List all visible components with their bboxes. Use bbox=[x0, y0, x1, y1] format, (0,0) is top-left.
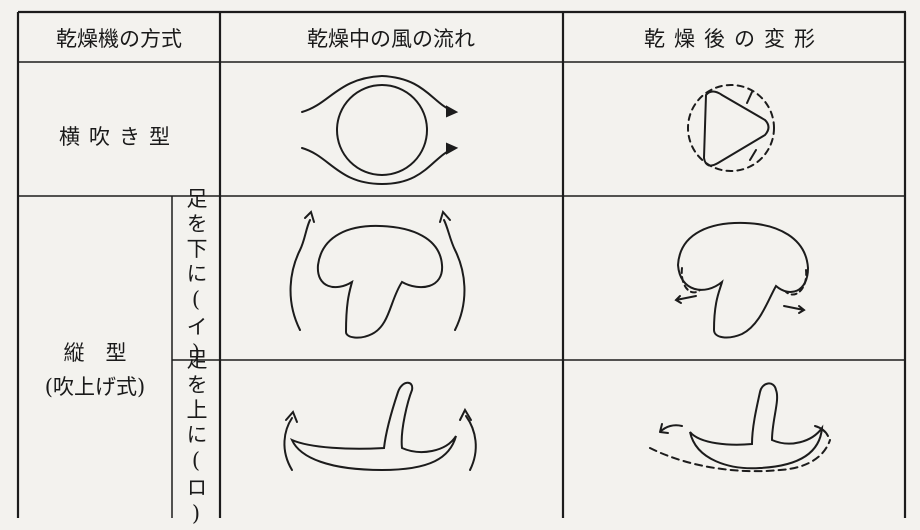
variant-label: 足を上に(ロ) bbox=[184, 348, 208, 530]
page: 乾燥機の方式 乾燥中の風の流れ 乾燥後の変形 横吹き型 縦 型 (吹上げ式) 足… bbox=[16, 10, 907, 530]
illustrations bbox=[283, 74, 831, 473]
method-label: 縦 型 bbox=[63, 341, 127, 365]
header-cell: 乾燥中の風の流れ bbox=[307, 27, 475, 51]
header-cell: 乾燥後の変形 bbox=[644, 27, 824, 51]
table-lines bbox=[16, 10, 907, 518]
header-cell: 乾燥機の方式 bbox=[56, 27, 182, 51]
variant-label: 足を下に(イ) bbox=[184, 187, 208, 369]
method-note: (吹上げ式) bbox=[44, 375, 146, 399]
method-label: 横吹き型 bbox=[59, 125, 179, 149]
